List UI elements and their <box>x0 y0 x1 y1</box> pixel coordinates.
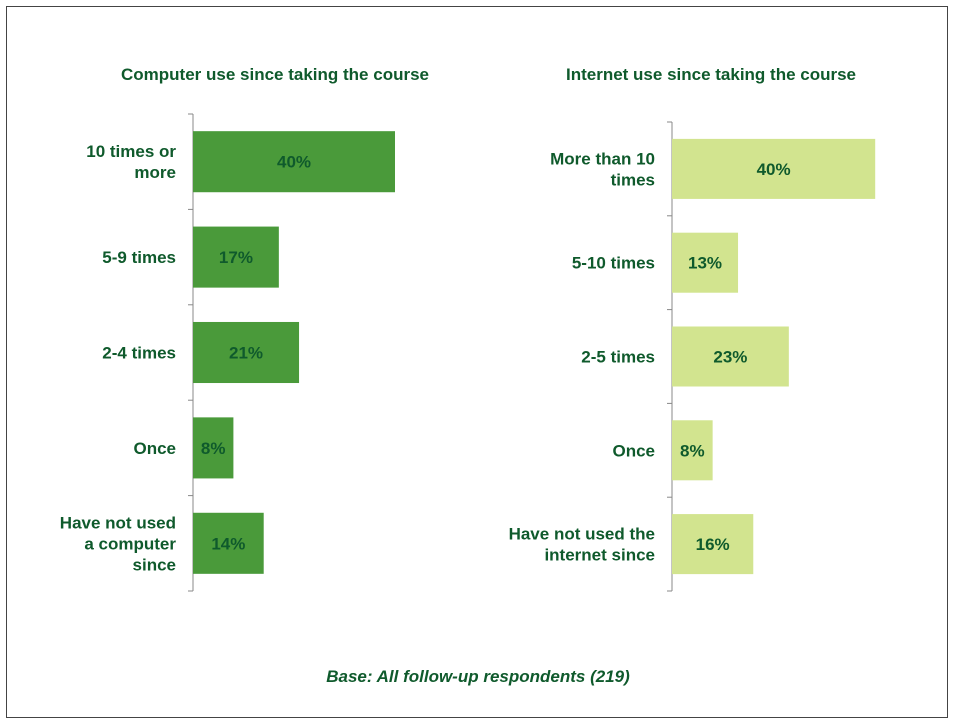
internet-chart-title: Internet use since taking the course <box>566 65 856 84</box>
computer-bar <box>193 321 300 384</box>
computer-bar <box>193 226 279 288</box>
internet-category-label-line: More than 10 <box>550 149 655 168</box>
internet-category-label-line: 2-5 times <box>581 348 655 367</box>
computer-bar-value-label: 21% <box>229 344 263 363</box>
computer-category-label-line: 5-9 times <box>102 248 176 267</box>
internet-bar-value-label: 40% <box>757 160 791 179</box>
computer-category-label: Have not used a computer since <box>60 513 177 574</box>
internet-bar-value-label: 23% <box>713 348 747 367</box>
computer-category-label-line: since <box>133 555 176 574</box>
computer-bar-value-label: 14% <box>211 534 245 553</box>
computer-category-label-line: more <box>134 163 176 182</box>
internet-category-label-line: Once <box>612 441 655 460</box>
computer-bar-value-label: 17% <box>219 248 253 267</box>
computer-category-label: 10 times or more <box>86 142 176 182</box>
internet-category-label-line: internet since <box>544 546 655 565</box>
computer-bar <box>193 417 234 479</box>
computer-category-label-line: 2-4 times <box>102 344 176 363</box>
computer-category-label-line: 10 times or <box>86 142 176 161</box>
computer-category-label-line: a computer <box>84 534 176 553</box>
internet-category-label: 5-10 times <box>572 254 655 273</box>
internet-bar <box>672 326 789 387</box>
computer-chart: Computer use since taking the course 40% 1… <box>60 65 429 592</box>
computer-category-label: 2-4 times <box>102 344 176 363</box>
computer-bar-value-label: 40% <box>277 153 311 172</box>
computer-bar <box>193 131 395 193</box>
internet-category-label: 2-5 times <box>581 348 655 367</box>
internet-category-label: More than 10 times <box>550 149 655 189</box>
computer-category-label: Once <box>133 439 176 458</box>
computer-category-label: 5-9 times <box>102 248 176 267</box>
computer-category-label-line: Have not used <box>60 513 176 532</box>
computer-bar-value-label: 8% <box>201 439 226 458</box>
base-footnote: Base: All follow-up respondents (219) <box>326 667 630 686</box>
internet-bar <box>672 138 876 199</box>
computer-chart-title: Computer use since taking the course <box>121 65 429 84</box>
computer-bar <box>193 512 264 574</box>
internet-category-label-line: times <box>611 170 655 189</box>
internet-category-label: Have not used the internet since <box>509 525 655 565</box>
internet-bar-value-label: 13% <box>688 254 722 273</box>
internet-bar <box>672 420 713 481</box>
internet-category-label-line: 5-10 times <box>572 254 655 273</box>
internet-category-label: Once <box>612 441 655 460</box>
internet-chart: Internet use since taking the course 40% M… <box>509 65 876 592</box>
chart-frame <box>6 6 948 718</box>
computer-category-label-line: Once <box>133 439 176 458</box>
internet-bar <box>672 514 754 575</box>
internet-bar-value-label: 8% <box>680 441 705 460</box>
internet-bar <box>672 232 739 293</box>
internet-bar-value-label: 16% <box>696 535 730 554</box>
internet-category-label-line: Have not used the <box>509 525 655 544</box>
